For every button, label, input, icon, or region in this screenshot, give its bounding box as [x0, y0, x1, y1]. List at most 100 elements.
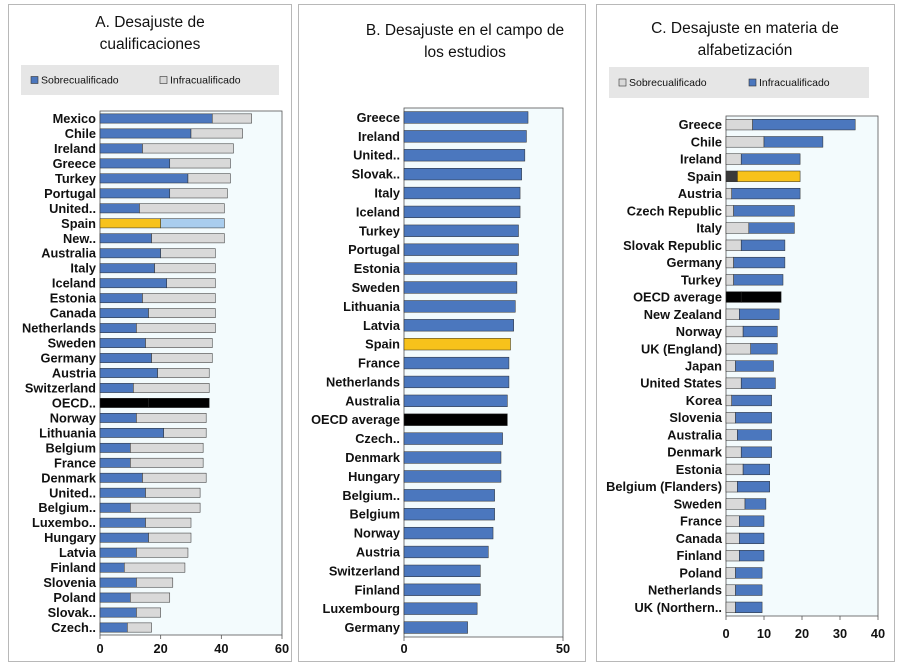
bar-over-italy — [748, 222, 795, 234]
bar-under-latvia — [136, 547, 189, 558]
bar-under-sweden — [725, 498, 746, 510]
bar-under-germany — [151, 353, 213, 363]
category-label: OECD average — [311, 412, 400, 427]
bar-under-oecd-average — [725, 291, 742, 303]
bar-over-hungary — [99, 532, 149, 543]
bar-under-poland — [130, 592, 171, 603]
category-label: United States — [640, 376, 722, 391]
bar-over-latvia — [99, 547, 137, 558]
bar-under-united- — [145, 487, 201, 498]
bar-under-germany — [725, 256, 734, 269]
category-label: Denmark — [667, 445, 723, 460]
bar-over-france — [739, 515, 765, 527]
bar-under-ireland — [725, 153, 742, 165]
category-label: Lithuania — [39, 425, 97, 440]
bar-over-uk-england- — [750, 343, 778, 355]
category-label: Austria — [356, 544, 401, 559]
category-label: Italy — [374, 186, 400, 201]
bar-under-korea — [725, 394, 732, 407]
bar-under-austria — [725, 187, 732, 200]
bar-over-netherlands — [99, 323, 137, 333]
bar-over-portugal — [403, 243, 519, 256]
category-label: France — [54, 455, 96, 470]
panel-a: A. Desajuste de cualificaciones Sobrecuali… — [8, 4, 292, 662]
category-label: United.. — [353, 148, 400, 163]
category-label: Ireland — [680, 152, 722, 167]
category-label: Slovak.. — [352, 167, 400, 182]
bar-under-finland — [725, 550, 740, 562]
category-label: Estonia — [50, 291, 97, 306]
legend-box — [21, 65, 279, 95]
bar-over-sweden — [99, 338, 146, 348]
bar-under-hungary — [148, 532, 192, 543]
legend-swatch-over — [30, 76, 39, 84]
category-label: Germany — [41, 351, 97, 366]
bar-under-czech- — [127, 622, 152, 633]
x-tick-label: 10 — [757, 626, 771, 641]
category-label: Turkey — [359, 223, 401, 238]
category-label: Sweden — [48, 336, 97, 351]
category-label: Australia — [345, 393, 401, 408]
bar-over-new-zealand — [739, 308, 780, 320]
bar-over-greece — [403, 111, 529, 124]
category-label: Italy — [70, 261, 96, 276]
category-label: Belgium.. — [342, 488, 400, 503]
chart-a: A. Desajuste de cualificaciones Sobrecuali… — [21, 14, 289, 656]
bar-over-sweden — [744, 498, 767, 510]
bar-under-new- — [151, 233, 225, 244]
bar-under-uk-england- — [725, 343, 751, 355]
bar-over-germany — [733, 256, 786, 269]
bar-over-france — [99, 457, 131, 468]
bar-over-austria — [99, 368, 158, 378]
category-label: United.. — [49, 485, 96, 500]
bar-under-slovak- — [136, 607, 161, 618]
bar-under-belgium- — [130, 502, 201, 513]
bar-over-united- — [99, 487, 146, 498]
x-tick-label: 0 — [96, 641, 103, 656]
category-label: Czech.. — [355, 431, 400, 446]
bar-over-poland — [735, 567, 763, 579]
category-label: Finland — [677, 548, 723, 563]
bar-over-finland — [99, 562, 125, 573]
bar-over-netherlands — [735, 584, 763, 596]
chart-title-line: C. Desajuste en materia de — [651, 20, 839, 37]
bar-over-chile — [99, 128, 192, 139]
bar-over-new- — [99, 233, 152, 244]
bar-over-finland — [403, 583, 481, 596]
category-label: Greece — [679, 117, 722, 132]
bar-under-slovenia — [136, 577, 174, 588]
bar-over-hungary — [403, 470, 502, 483]
bar-over-chile — [763, 136, 824, 148]
category-label: Poland — [53, 590, 96, 605]
x-tick-label: 20 — [795, 626, 809, 641]
category-label: OECD.. — [52, 395, 96, 410]
category-label: Norway — [354, 526, 401, 541]
bar-under-sweden — [145, 338, 213, 348]
bar-under-ireland — [142, 143, 234, 154]
category-label: Slovenia — [669, 410, 723, 425]
x-tick-label: 0 — [400, 641, 407, 656]
bar-under-france — [130, 457, 204, 468]
legend-box — [609, 67, 869, 98]
category-label: Slovak.. — [48, 605, 96, 620]
bar-under-belgium — [130, 442, 204, 453]
x-tick-label: 40 — [871, 626, 885, 641]
bar-under-iceland — [166, 278, 216, 289]
bar-over-ireland — [740, 153, 801, 165]
category-label: Portugal — [44, 186, 96, 201]
legend-swatch-under — [618, 78, 627, 87]
bar-under-france — [725, 515, 740, 527]
bar-under-mexico — [211, 113, 252, 124]
bar-over-oecd- — [99, 398, 149, 408]
bar-over-czech- — [99, 622, 128, 633]
category-label: Austria — [52, 366, 97, 381]
category-label: Hungary — [348, 469, 401, 484]
bar-over-japan — [735, 360, 774, 372]
bar-under-australia — [725, 429, 738, 441]
bar-over-austria — [731, 187, 801, 200]
bar-over-spain — [737, 170, 801, 182]
bar-over-switzerland — [99, 383, 134, 393]
bar-over-germany — [99, 353, 152, 363]
bar-under-australia — [160, 248, 216, 259]
bar-over-spain — [403, 338, 511, 351]
